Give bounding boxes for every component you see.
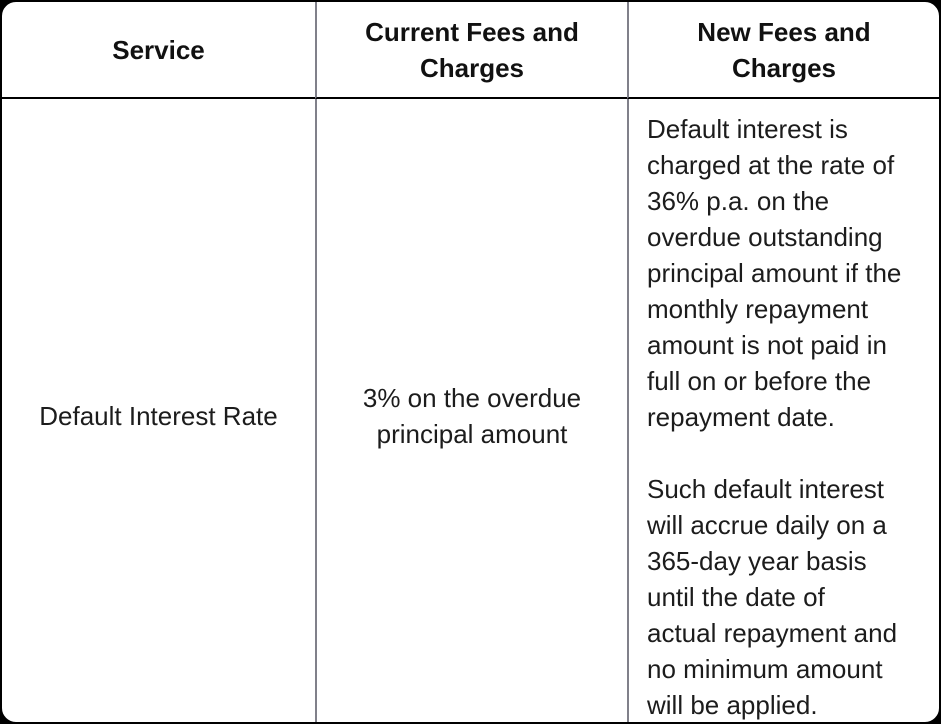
header-cell-current-fees: Current Fees and Charges <box>315 2 627 99</box>
table-row-current-fees: 3% on the overdue principal amount <box>315 99 627 722</box>
table-row-service-name: Default Interest Rate <box>39 401 278 431</box>
table-row-new-fees: Default interest is charged at the rate … <box>627 99 939 722</box>
header-cell-service: Service <box>2 2 315 99</box>
header-cell-new-fees: New Fees and Charges <box>627 2 939 99</box>
